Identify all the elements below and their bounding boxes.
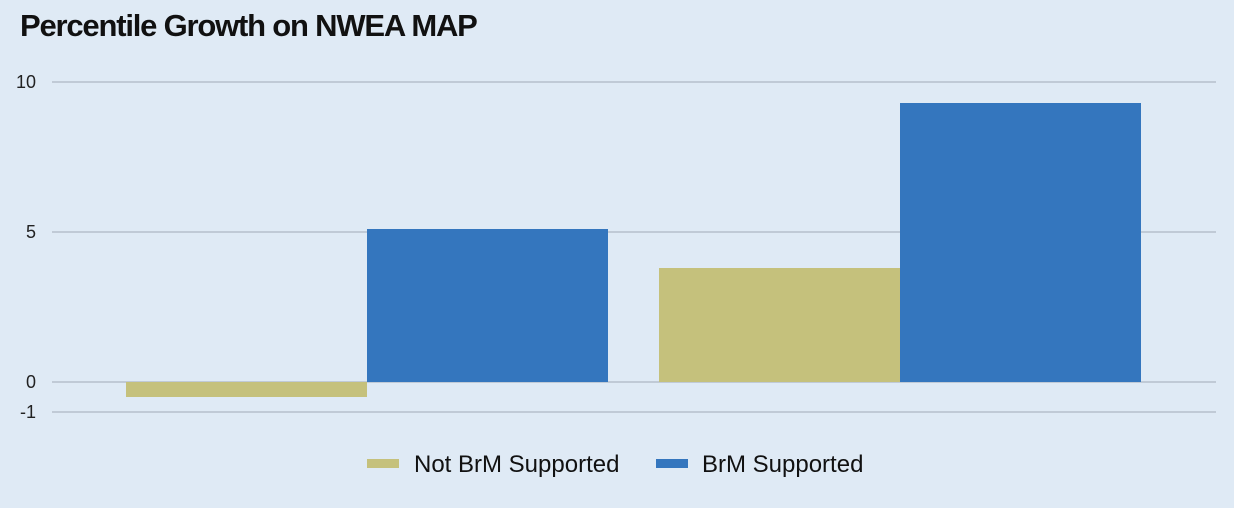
y-tick-label: 0 bbox=[26, 372, 36, 392]
bar-not-brm-supported bbox=[126, 382, 367, 397]
y-tick-label: -1 bbox=[20, 402, 36, 422]
y-tick-label: 10 bbox=[16, 72, 36, 92]
legend: Not BrM Supported BrM Supported bbox=[367, 451, 863, 478]
legend-swatch bbox=[656, 459, 688, 468]
bar-brm-supported bbox=[900, 103, 1141, 382]
legend-label: BrM Supported bbox=[702, 451, 863, 478]
bar-not-brm-supported bbox=[659, 268, 900, 382]
bars bbox=[126, 103, 1141, 397]
chart-title: Percentile Growth on NWEA MAP bbox=[20, 8, 478, 43]
y-tick-label: 5 bbox=[26, 222, 36, 242]
bar-brm-supported bbox=[367, 229, 608, 382]
y-axis-ticks: -1 0 5 10 bbox=[16, 72, 36, 422]
legend-label: Not BrM Supported bbox=[414, 451, 619, 478]
legend-swatch bbox=[367, 459, 399, 468]
